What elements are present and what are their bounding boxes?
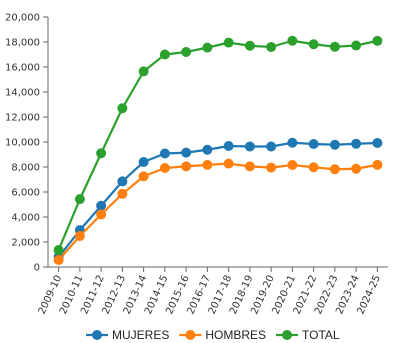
data-point-total	[308, 39, 319, 50]
y-tick-label: 14,000	[5, 88, 40, 99]
data-point-hombres	[138, 171, 149, 182]
data-point-mujeres	[223, 141, 234, 151]
y-axis: 0 2,000 4,000 6,000 8,000 10,000 12,000 14,000 1…	[5, 13, 49, 274]
y-tick-label: 16,000	[5, 63, 40, 74]
data-point-mujeres	[266, 141, 277, 152]
data-point-mujeres	[159, 148, 170, 159]
data-point-hombres	[372, 159, 383, 170]
data-point-mujeres	[372, 138, 383, 148]
legend-label-hombres: HOMBRES	[205, 328, 266, 342]
data-point-mujeres	[329, 139, 340, 150]
data-point-hombres	[74, 231, 85, 241]
data-point-mujeres	[117, 176, 128, 187]
data-point-mujeres	[181, 147, 192, 158]
data-point-hombres	[244, 161, 255, 172]
legend-marker-total	[282, 330, 293, 340]
series-layer	[53, 35, 383, 265]
data-point-total	[372, 35, 383, 46]
y-tick-label: 8,000	[11, 163, 40, 174]
series-line-mujeres	[57, 141, 378, 258]
y-tick-label: 20,000	[5, 13, 40, 24]
data-point-hombres	[308, 162, 319, 173]
y-tick-label: 10,000	[5, 138, 40, 149]
data-point-total	[202, 42, 213, 53]
data-point-mujeres	[351, 138, 362, 149]
series-line-total	[57, 39, 378, 251]
data-point-hombres	[96, 209, 107, 220]
data-point-total	[329, 41, 340, 52]
y-tick-label: 4,000	[11, 213, 40, 224]
y-tick-label: 2,000	[11, 238, 40, 249]
data-point-mujeres	[202, 144, 213, 155]
x-axis: 2009-102010-112011-122012-132013-142014-…	[37, 266, 388, 316]
data-point-hombres	[351, 163, 362, 174]
y-tick-label: 12,000	[5, 113, 40, 124]
y-tick-label: 0	[34, 263, 40, 274]
data-point-total	[159, 49, 170, 60]
data-point-total	[53, 245, 64, 255]
data-point-hombres	[287, 160, 298, 170]
y-tick-label: 6,000	[11, 188, 40, 199]
data-point-hombres	[159, 163, 170, 173]
data-point-hombres	[53, 255, 64, 265]
series-line-hombres	[57, 162, 378, 261]
legend-marker-mujeres	[92, 330, 102, 340]
data-point-total	[117, 103, 128, 114]
data-point-total	[266, 42, 277, 52]
data-point-total	[138, 66, 149, 77]
data-point-total	[96, 148, 107, 159]
data-point-hombres	[266, 162, 277, 173]
data-point-total	[244, 40, 255, 51]
data-point-total	[74, 194, 85, 205]
legend-marker-hombres	[185, 330, 196, 340]
data-point-mujeres	[287, 137, 298, 148]
legend-label-mujeres: MUJERES	[112, 328, 169, 342]
data-point-mujeres	[308, 139, 319, 149]
data-point-mujeres	[244, 141, 255, 152]
data-point-mujeres	[138, 157, 149, 167]
data-point-total	[287, 35, 298, 46]
data-point-mujeres	[96, 200, 107, 211]
data-point-total	[181, 47, 192, 57]
y-tick-label: 18,000	[5, 38, 40, 49]
data-point-hombres	[223, 158, 234, 169]
data-point-hombres	[117, 188, 128, 199]
data-point-total	[223, 37, 234, 48]
data-point-hombres	[329, 164, 340, 175]
data-point-total	[351, 40, 362, 51]
legend-label-total: TOTAL	[302, 328, 340, 342]
data-point-hombres	[181, 161, 192, 172]
legend: MUJERES HOMBRES TOTAL	[86, 328, 340, 342]
data-point-hombres	[202, 159, 213, 170]
